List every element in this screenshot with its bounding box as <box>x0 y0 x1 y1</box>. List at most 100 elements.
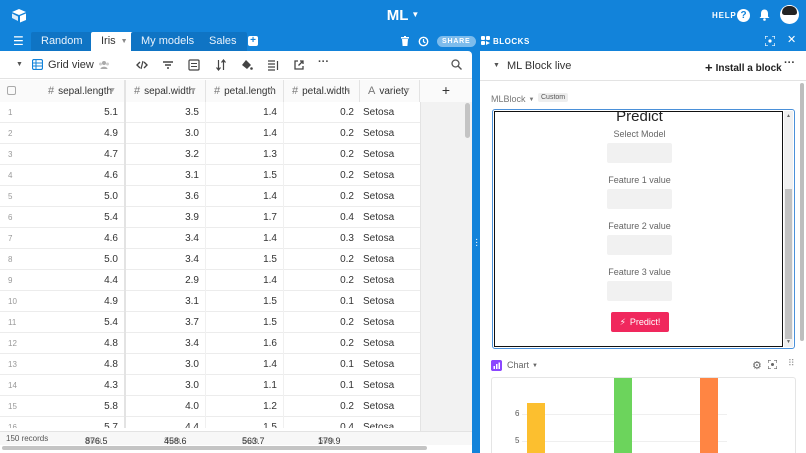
cell-sepal-length[interactable]: 4.9 <box>0 291 126 312</box>
cell-sepal-width[interactable]: 4.0 <box>126 396 206 417</box>
cell-sepal-width[interactable]: 3.9 <box>126 207 206 228</box>
cell-petal-width[interactable]: 0.4 <box>340 422 354 428</box>
scroll-up-icon[interactable]: ▲ <box>786 113 791 119</box>
cell-petal-width[interactable]: 0.2 <box>340 338 354 349</box>
cell-petal-length[interactable]: 1.4 <box>206 228 284 249</box>
chart-bar[interactable] <box>700 378 718 453</box>
cell-variety[interactable]: Setosa <box>363 233 395 244</box>
cell-petal-length[interactable]: 1.5 <box>206 249 284 270</box>
table-row[interactable]: 3 4.7 3.2 1.3 0.2 Setosa <box>0 144 420 165</box>
collaborators-icon[interactable] <box>98 59 110 71</box>
cell-petal-width[interactable]: 0.4 <box>340 212 354 223</box>
chevron-down-icon[interactable]: ▼ <box>109 87 116 94</box>
cell-petal-width[interactable]: 0.2 <box>340 149 354 160</box>
user-avatar[interactable] <box>780 5 799 24</box>
cell-variety[interactable]: Setosa <box>363 338 395 349</box>
cell-petal-width[interactable]: 0.2 <box>340 401 354 412</box>
cell-sepal-width[interactable]: 3.4 <box>126 333 206 354</box>
cell-variety[interactable]: Setosa <box>363 107 395 118</box>
panel-resize-handle[interactable]: · · · <box>475 234 479 251</box>
tab-sales[interactable]: Sales <box>199 32 247 51</box>
select-all-checkbox[interactable] <box>7 86 16 95</box>
cell-petal-width[interactable]: 0.3 <box>340 233 354 244</box>
tab-random[interactable]: Random <box>31 32 93 51</box>
table-row[interactable]: 5 5.0 3.6 1.4 0.2 Setosa <box>0 186 420 207</box>
chevron-down-icon[interactable]: ▼ <box>190 87 197 94</box>
drag-handle-icon[interactable]: ⠿ <box>788 358 795 368</box>
table-row[interactable]: 9 4.4 2.9 1.4 0.2 Setosa <box>0 270 420 291</box>
help-icon[interactable]: ? <box>737 9 750 22</box>
cell-petal-length[interactable]: 1.3 <box>206 144 284 165</box>
tab-iris[interactable]: Iris ▼ <box>91 32 138 51</box>
cell-variety[interactable]: Setosa <box>363 170 395 181</box>
cell-petal-length[interactable]: 1.2 <box>206 396 284 417</box>
color-icon[interactable] <box>241 59 253 71</box>
cell-sepal-width[interactable]: 3.7 <box>126 312 206 333</box>
cell-petal-width[interactable]: 0.1 <box>340 296 354 307</box>
view-name[interactable]: Grid view <box>48 59 94 71</box>
chevron-down-icon[interactable]: ▼ <box>404 87 411 94</box>
install-block-button[interactable]: + Install a block <box>705 60 782 75</box>
cell-petal-length[interactable]: 1.6 <box>206 333 284 354</box>
cell-petal-length[interactable]: 1.7 <box>206 207 284 228</box>
cell-sepal-width[interactable]: 4.4 <box>126 417 206 428</box>
cell-sepal-length[interactable]: 5.8 <box>0 396 126 417</box>
column-header-sepal-width[interactable]: # sepal.width ▼ <box>126 80 206 102</box>
cell-sepal-width[interactable]: 3.4 <box>126 249 206 270</box>
cell-sepal-length[interactable]: 4.9 <box>0 123 126 144</box>
table-row[interactable]: 7 4.6 3.4 1.4 0.3 Setosa <box>0 228 420 249</box>
cell-variety[interactable]: Setosa <box>363 401 395 412</box>
feature-2-input[interactable] <box>607 235 672 255</box>
predict-button[interactable]: ⚡ Predict! <box>611 312 669 332</box>
cell-petal-length[interactable]: 1.4 <box>206 270 284 291</box>
cell-sepal-length[interactable]: 5.0 <box>0 249 126 270</box>
frame-scroll-thumb[interactable] <box>785 189 792 339</box>
chevron-down-icon[interactable]: ▼ <box>493 62 500 69</box>
feature-1-input[interactable] <box>607 189 672 209</box>
cell-sepal-length[interactable]: 4.4 <box>0 270 126 291</box>
table-row[interactable]: 16 5.7 4.4 1.5 0.4 Setosa <box>0 417 420 428</box>
add-field-button[interactable]: + <box>420 80 472 102</box>
horizontal-scrollbar[interactable] <box>2 446 427 450</box>
bell-icon[interactable] <box>759 9 770 21</box>
trash-icon[interactable] <box>401 36 409 46</box>
cell-petal-length[interactable]: 1.4 <box>206 102 284 123</box>
chevron-down-icon[interactable]: ▼ <box>344 87 351 94</box>
cell-sepal-width[interactable]: 3.0 <box>126 123 206 144</box>
views-toggle-icon[interactable]: ▼ <box>16 61 23 68</box>
help-link[interactable]: HELP <box>712 11 737 20</box>
table-row[interactable]: 8 5.0 3.4 1.5 0.2 Setosa <box>0 249 420 270</box>
cell-variety[interactable]: Setosa <box>363 212 395 223</box>
cell-sepal-length[interactable]: 4.8 <box>0 333 126 354</box>
table-row[interactable]: 4 4.6 3.1 1.5 0.2 Setosa <box>0 165 420 186</box>
gear-icon[interactable]: ⚙ <box>752 360 762 372</box>
table-row[interactable]: 1 5.1 3.5 1.4 0.2 Setosa <box>0 102 420 123</box>
select-model-input[interactable] <box>607 143 672 163</box>
chart-block-name[interactable]: Chart ▼ <box>507 360 538 370</box>
cell-variety[interactable]: Setosa <box>363 191 395 202</box>
share-view-icon[interactable] <box>293 59 305 71</box>
cell-sepal-length[interactable]: 5.0 <box>0 186 126 207</box>
cell-sepal-width[interactable]: 3.0 <box>126 354 206 375</box>
cell-petal-width[interactable]: 0.2 <box>340 191 354 202</box>
search-icon[interactable] <box>451 59 462 70</box>
cell-variety[interactable]: Setosa <box>363 359 395 370</box>
chart-bar[interactable] <box>527 403 545 453</box>
cell-variety[interactable]: Setosa <box>363 275 395 286</box>
tab-my-models[interactable]: My models <box>131 32 205 51</box>
table-row[interactable]: 14 4.3 3.0 1.1 0.1 Setosa <box>0 375 420 396</box>
cell-variety[interactable]: Setosa <box>363 149 395 160</box>
blocks-panel-scrollbar[interactable] <box>800 83 804 341</box>
cell-sepal-width[interactable]: 3.6 <box>126 186 206 207</box>
cell-petal-length[interactable]: 1.5 <box>206 312 284 333</box>
chevron-down-icon[interactable]: ▼ <box>268 87 275 94</box>
cell-petal-width[interactable]: 0.2 <box>340 170 354 181</box>
cell-sepal-width[interactable]: 3.2 <box>126 144 206 165</box>
cell-petal-width[interactable]: 0.1 <box>340 380 354 391</box>
cell-petal-length[interactable]: 1.5 <box>206 291 284 312</box>
column-header-petal-length[interactable]: # petal.length ▼ <box>206 80 284 102</box>
cell-sepal-length[interactable]: 4.7 <box>0 144 126 165</box>
cell-sepal-length[interactable]: 5.4 <box>0 312 126 333</box>
row-height-icon[interactable] <box>267 59 279 71</box>
